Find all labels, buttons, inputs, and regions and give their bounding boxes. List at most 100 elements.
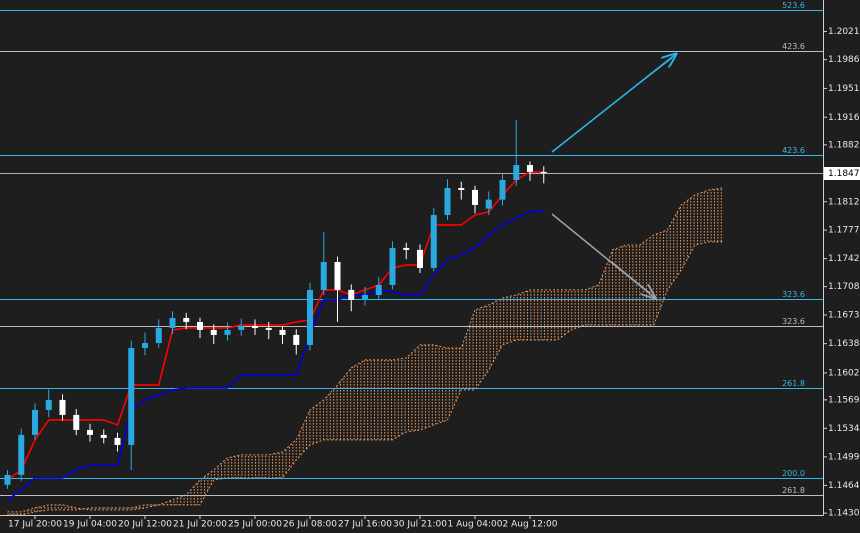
cloud-segment	[695, 189, 709, 245]
price-axis-panel	[823, 0, 860, 533]
cloud-segment	[653, 229, 668, 325]
candle-body	[18, 434, 25, 475]
candle-body	[513, 165, 520, 181]
cloud-segment	[420, 344, 434, 430]
cloud-segment	[186, 479, 200, 505]
cloud-segment	[172, 494, 187, 505]
y-tick-label: 1.16023	[828, 368, 860, 378]
level-label: 523.6	[782, 1, 805, 10]
level-label: 423.6	[782, 146, 805, 155]
candle-body	[499, 180, 506, 200]
candle-body	[265, 327, 272, 330]
candle-body	[375, 284, 382, 295]
candle-body	[114, 437, 121, 445]
cloud-segment	[461, 309, 475, 390]
cloud-segment	[447, 347, 462, 420]
cloud-segment	[433, 344, 448, 425]
arrow-hatch	[627, 57, 673, 93]
candle-body	[334, 261, 341, 290]
level-label: 323.6	[782, 290, 805, 299]
x-tick-label: 26 Jul 08:00	[283, 520, 337, 530]
projection-arrow-down	[551, 213, 655, 298]
span-b	[7, 241, 723, 516]
candle-body	[45, 399, 52, 410]
y-tick-label: 1.17426	[828, 254, 860, 264]
y-tick-label: 1.19515	[828, 84, 860, 94]
cloud-segment	[268, 451, 283, 478]
cloud-segment	[255, 454, 269, 478]
cloud	[7, 187, 723, 516]
candle-body	[128, 347, 135, 445]
x-tick-label: 25 Jul 00:00	[228, 520, 282, 530]
cloud-segment	[131, 504, 145, 510]
cloud-segment	[681, 194, 695, 270]
cloud-segment	[557, 289, 572, 340]
candle-body	[279, 329, 286, 335]
candle-body	[472, 189, 478, 205]
candle-body	[403, 247, 410, 250]
candle-body	[224, 329, 231, 335]
level-label: 261.8	[782, 379, 805, 388]
candle-body	[87, 429, 93, 435]
candle-body	[4, 474, 11, 485]
x-tick-label: 27 Jul 16:00	[338, 520, 392, 530]
y-tick-label: 1.18124	[828, 197, 860, 207]
y-tick-label: 1.15693	[828, 395, 860, 405]
candle-body	[417, 249, 423, 268]
cloud-segment	[310, 399, 324, 445]
cloud-segment	[213, 457, 228, 480]
x-tick-label: 2 Aug 12:00	[503, 520, 558, 530]
y-tick-label: 1.14993	[828, 452, 860, 462]
cloud-segment	[598, 249, 613, 325]
candle-body	[142, 343, 148, 348]
candle-body	[527, 165, 533, 172]
y-tick-label: 1.20213	[828, 27, 860, 37]
candle-body	[293, 334, 300, 345]
cloud-segment	[337, 367, 352, 440]
y-tick-label: 1.19868	[828, 55, 860, 65]
cloud-segment	[365, 359, 379, 440]
candle-body	[430, 214, 437, 268]
candle-body	[183, 317, 190, 322]
last-price-label: 1.18476	[828, 169, 860, 179]
cloud-segment	[626, 244, 640, 325]
cloud-segment	[323, 384, 338, 440]
candle-body	[73, 414, 80, 430]
y-tick-label: 1.18822	[828, 140, 860, 150]
levels: 523.6 423.6 423.6 323.6 323.6 261.8 200.0 261.8	[0, 1, 823, 496]
candle-body	[32, 409, 38, 435]
candle-body	[389, 247, 396, 285]
cloud-segment	[667, 204, 682, 290]
candle-body	[320, 261, 327, 290]
cloud-segment	[241, 454, 255, 478]
x-tick-label: 30 Jul 21:00	[393, 520, 447, 530]
level-label: 261.8	[782, 486, 805, 495]
cloud-segment	[48, 504, 63, 510]
x-tick-label: 21 Jul 20:00	[173, 520, 227, 530]
candle-body	[169, 317, 176, 328]
last-price-box	[824, 167, 860, 180]
candle-body	[444, 187, 451, 215]
time-axis-panel	[0, 515, 860, 533]
y-tick-label: 1.15344	[828, 424, 860, 434]
candles	[4, 119, 547, 489]
cloud-segment	[378, 359, 393, 440]
cloud-segment	[392, 357, 407, 440]
cloud-segment	[530, 289, 544, 340]
candle-body	[155, 327, 162, 344]
y-tick-label: 1.16735	[828, 310, 860, 320]
level-label: 423.6	[782, 42, 805, 51]
candle-body	[540, 171, 547, 174]
x-tick-label: 17 Jul 20:00	[8, 520, 62, 530]
arrow-hatch	[611, 261, 651, 294]
indicator-lines	[7, 171, 544, 501]
kijun-line	[7, 209, 544, 501]
cloud-segment	[296, 409, 310, 460]
cloud-segment	[571, 289, 585, 330]
candle-body	[197, 321, 203, 330]
candle-body	[252, 325, 258, 328]
cloud-segment	[708, 187, 723, 242]
